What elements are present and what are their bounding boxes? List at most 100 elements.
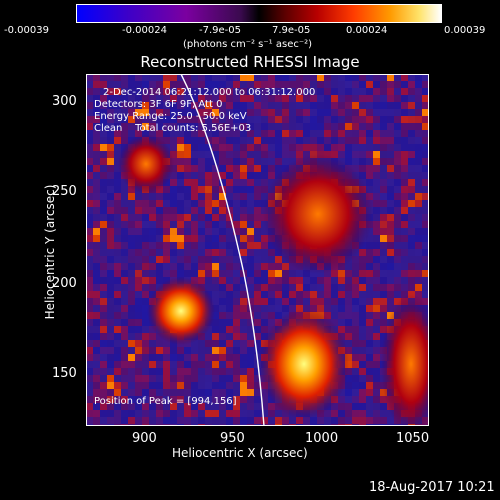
heatmap-cell	[359, 396, 366, 403]
heatmap-cell	[212, 200, 219, 207]
heatmap-cell	[359, 333, 366, 340]
heatmap-cell	[373, 88, 380, 95]
heatmap-cell	[226, 193, 233, 200]
heatmap-cell	[177, 137, 184, 144]
heatmap-cell	[408, 116, 415, 123]
heatmap-cell	[93, 158, 100, 165]
heatmap-cell	[149, 193, 156, 200]
heatmap-cell	[289, 116, 296, 123]
heatmap-cell	[282, 109, 289, 116]
heatmap-cell	[114, 242, 121, 249]
x-axis-label: Heliocentric X (arcsec)	[172, 446, 308, 460]
heatmap-cell	[198, 200, 205, 207]
heatmap-cell	[93, 347, 100, 354]
heatmap-cell	[338, 81, 345, 88]
heatmap-cell	[198, 172, 205, 179]
heatmap-cell	[107, 284, 114, 291]
heatmap-cell	[114, 88, 121, 95]
source-blob-3	[263, 154, 373, 274]
heatmap-cell	[366, 151, 373, 158]
heatmap-cell	[107, 95, 114, 102]
heatmap-cell	[212, 375, 219, 382]
heatmap-cell	[149, 396, 156, 403]
heatmap-cell	[366, 382, 373, 389]
heatmap-cell	[254, 81, 261, 88]
x-tick-900: 900	[132, 431, 157, 446]
heatmap-cell	[198, 347, 205, 354]
heatmap-cell	[422, 102, 429, 109]
heatmap-cell	[135, 263, 142, 270]
heatmap-cell	[373, 249, 380, 256]
heatmap-cell	[331, 410, 338, 417]
heatmap-cell	[345, 333, 352, 340]
heatmap-cell	[156, 270, 163, 277]
heatmap-cell	[268, 74, 275, 81]
heatmap-cell	[408, 158, 415, 165]
heatmap-cell	[100, 235, 107, 242]
heatmap-cell	[86, 319, 93, 326]
heatmap-cell	[408, 95, 415, 102]
heatmap-cell	[366, 305, 373, 312]
heatmap-cell	[415, 186, 422, 193]
heatmap-cell	[156, 214, 163, 221]
heatmap-cell	[107, 375, 114, 382]
heatmap-cell	[296, 130, 303, 137]
heatmap-cell	[366, 74, 373, 81]
heatmap-cell	[415, 109, 422, 116]
source-blob-2	[259, 309, 349, 419]
heatmap-cell	[121, 375, 128, 382]
heatmap-cell	[394, 74, 401, 81]
heatmap-cell	[366, 116, 373, 123]
heatmap-cell	[142, 403, 149, 410]
heatmap-cell	[261, 256, 268, 263]
heatmap-cell	[226, 165, 233, 172]
heatmap-cell	[359, 102, 366, 109]
heatmap-cell	[233, 354, 240, 361]
heatmap-cell	[331, 305, 338, 312]
heatmap-cell	[226, 74, 233, 81]
heatmap-cell	[415, 74, 422, 81]
heatmap-cell	[415, 165, 422, 172]
heatmap-cell	[352, 396, 359, 403]
heatmap-cell	[163, 242, 170, 249]
heatmap-cell	[324, 130, 331, 137]
heatmap-cell	[149, 249, 156, 256]
heatmap-cell	[93, 179, 100, 186]
heatmap-cell	[261, 235, 268, 242]
heatmap-cell	[254, 74, 261, 81]
heatmap-cell	[366, 312, 373, 319]
heatmap-cell	[135, 326, 142, 333]
heatmap-cell	[86, 109, 93, 116]
heatmap-cell	[191, 74, 198, 81]
heatmap-cell	[254, 284, 261, 291]
heatmap-cell	[233, 340, 240, 347]
heatmap-cell	[331, 116, 338, 123]
heatmap-cell	[198, 109, 205, 116]
heatmap-cell	[415, 263, 422, 270]
heatmap-cell	[142, 214, 149, 221]
heatmap-cell	[170, 186, 177, 193]
heatmap-cell	[261, 158, 268, 165]
heatmap-cell	[142, 354, 149, 361]
annotation-peak: Position of Peak = [994,156]	[94, 396, 237, 407]
heatmap-cell	[135, 319, 142, 326]
heatmap-cell	[93, 235, 100, 242]
heatmap-cell	[422, 270, 429, 277]
heatmap-cell	[93, 151, 100, 158]
heatmap-cell	[205, 242, 212, 249]
heatmap-cell	[205, 235, 212, 242]
heatmap-cell	[240, 375, 247, 382]
heatmap-cell	[408, 109, 415, 116]
heatmap-cell	[240, 228, 247, 235]
heatmap-cell	[240, 235, 247, 242]
heatmap-cell	[261, 102, 268, 109]
heatmap-cell	[338, 116, 345, 123]
heatmap-cell	[359, 319, 366, 326]
heatmap-cell	[247, 144, 254, 151]
heatmap-cell	[240, 249, 247, 256]
heatmap-cell	[149, 235, 156, 242]
heatmap-cell	[135, 95, 142, 102]
heatmap-cell	[212, 109, 219, 116]
heatmap-cell	[135, 354, 142, 361]
heatmap-cell	[198, 130, 205, 137]
